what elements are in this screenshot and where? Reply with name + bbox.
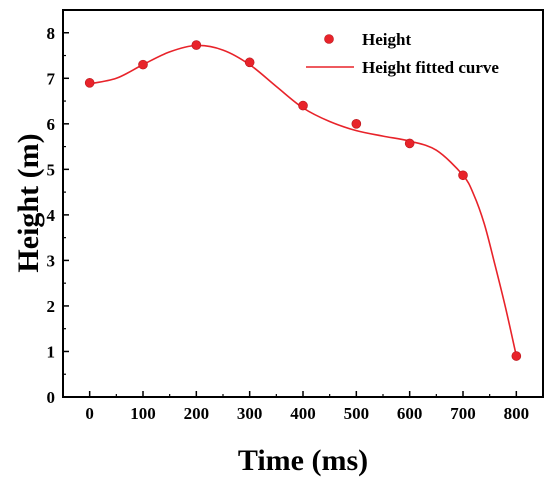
x-tick-label: 100 <box>130 404 156 423</box>
legend-label-height-fitted-curve: Height fitted curve <box>362 58 499 77</box>
data-point-height <box>511 351 522 361</box>
x-tick-label: 600 <box>397 404 423 423</box>
y-tick-label: 7 <box>47 69 56 88</box>
data-point-height <box>244 57 255 68</box>
y-tick-label: 8 <box>47 24 56 43</box>
x-tick-label: 0 <box>85 404 94 423</box>
legend: Height Height fitted curve <box>306 30 499 77</box>
data-point-height <box>191 40 202 50</box>
x-axis-title: Time (ms) <box>238 444 368 477</box>
data-point-height <box>138 59 148 70</box>
y-tick-label: 2 <box>47 297 56 316</box>
data-point-height <box>351 119 362 129</box>
data-point-height <box>404 138 415 149</box>
y-tick-labels: 0 1 2 3 4 5 6 7 8 <box>47 24 56 407</box>
data-point-height <box>298 100 308 111</box>
y-axis-title: Height (m) <box>12 133 45 272</box>
y-tick-label: 5 <box>47 160 56 179</box>
series-line-height-fitted-curve <box>89 44 518 357</box>
y-tick-label: 6 <box>47 115 56 134</box>
y-tick-label: 1 <box>47 342 56 361</box>
x-tick-label: 300 <box>237 404 263 423</box>
data-point-height <box>458 170 468 181</box>
legend-label-height: Height <box>362 30 411 49</box>
x-tick-labels: 0 100 200 300 400 500 600 700 800 <box>85 404 529 423</box>
x-tick-label: 700 <box>450 404 476 423</box>
legend-marker-height <box>324 34 334 44</box>
x-tick-label: 800 <box>504 404 530 423</box>
data-point-height <box>84 78 95 88</box>
series-points-height <box>84 40 522 361</box>
y-tick-label: 3 <box>47 251 56 270</box>
x-tick-label: 500 <box>344 404 370 423</box>
axis-ticks <box>63 32 518 398</box>
x-tick-label: 400 <box>290 404 316 423</box>
y-tick-label: 4 <box>47 206 56 225</box>
x-tick-label: 200 <box>184 404 210 423</box>
y-tick-label: 0 <box>47 388 56 407</box>
